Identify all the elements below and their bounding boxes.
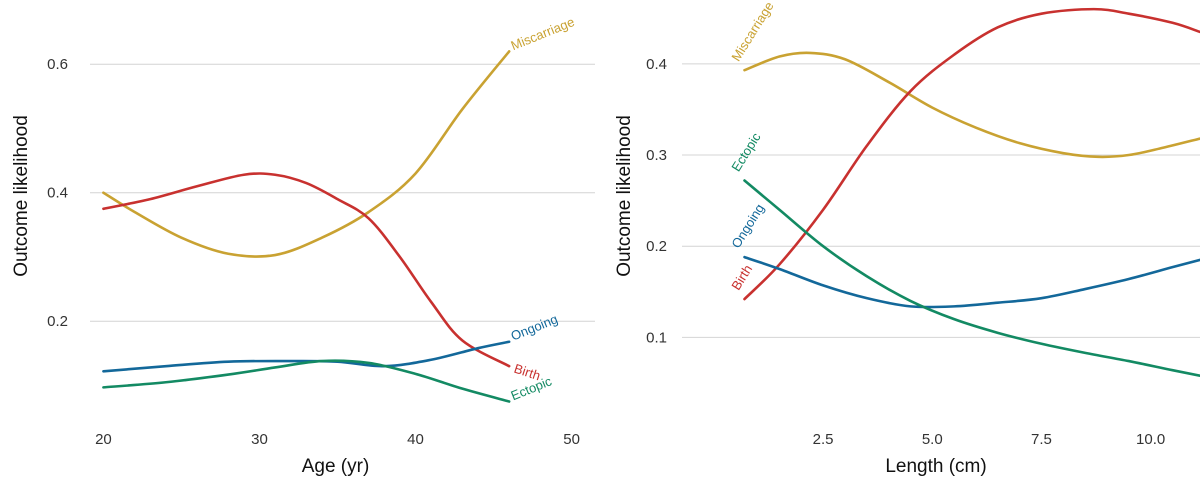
y-tick-label: 0.6	[47, 56, 68, 73]
y-tick-label: 0.2	[47, 313, 68, 330]
y-tick-label: 0.1	[646, 329, 667, 346]
x-tick-label: 20	[95, 431, 112, 448]
y-tick-labels: 0.1 0.2 0.3 0.4	[646, 56, 667, 347]
age-panel: 0.2 0.4 0.6 20 30 40 50 Age (yr) Outcome likelih…	[11, 14, 595, 477]
series-line-ongoing	[745, 257, 1200, 307]
y-tick-label: 0.4	[646, 56, 667, 73]
x-tick-label: 5.0	[922, 431, 943, 448]
series-lines	[103, 51, 509, 401]
x-tick-labels: 20 30 40 50	[95, 431, 580, 448]
series-label-miscarriage: Miscarriage	[728, 0, 776, 64]
y-axis-title: Outcome likelihood	[614, 115, 635, 277]
gridlines	[90, 64, 595, 321]
series-label-ectopic: Ectopic	[728, 130, 764, 175]
series-label-ongoing: Ongoing	[509, 311, 560, 343]
x-tick-label: 50	[563, 431, 580, 448]
series-label-miscarriage: Miscarriage	[509, 14, 577, 53]
x-tick-label: 7.5	[1031, 431, 1052, 448]
series-line-miscarriage	[103, 51, 509, 256]
series-label-ongoing: Ongoing	[728, 201, 767, 251]
series-line-miscarriage	[745, 53, 1200, 157]
x-axis-title: Length (cm)	[885, 456, 986, 477]
x-tick-label: 2.5	[813, 431, 834, 448]
y-tick-label: 0.4	[47, 185, 68, 202]
y-tick-label: 0.3	[646, 147, 667, 164]
length-panel: 0.1 0.2 0.3 0.4 2.5 5.0 7.5 10.0 Length (cm) Outc…	[614, 0, 1200, 477]
y-tick-label: 0.2	[646, 238, 667, 255]
gridlines	[682, 64, 1200, 338]
series-line-ongoing	[103, 342, 509, 372]
series-line-birth	[103, 173, 509, 366]
x-tick-label: 30	[251, 431, 268, 448]
x-axis-title: Age (yr)	[302, 456, 370, 477]
y-tick-labels: 0.2 0.4 0.6	[47, 56, 68, 330]
x-tick-labels: 2.5 5.0 7.5 10.0	[813, 431, 1166, 448]
series-labels: Miscarriage Birth Ongoing Ectopic	[728, 0, 776, 293]
y-axis-title: Outcome likelihood	[11, 115, 32, 277]
x-tick-label: 40	[407, 431, 424, 448]
series-label-birth: Birth	[728, 262, 755, 293]
x-tick-label: 10.0	[1136, 431, 1165, 448]
